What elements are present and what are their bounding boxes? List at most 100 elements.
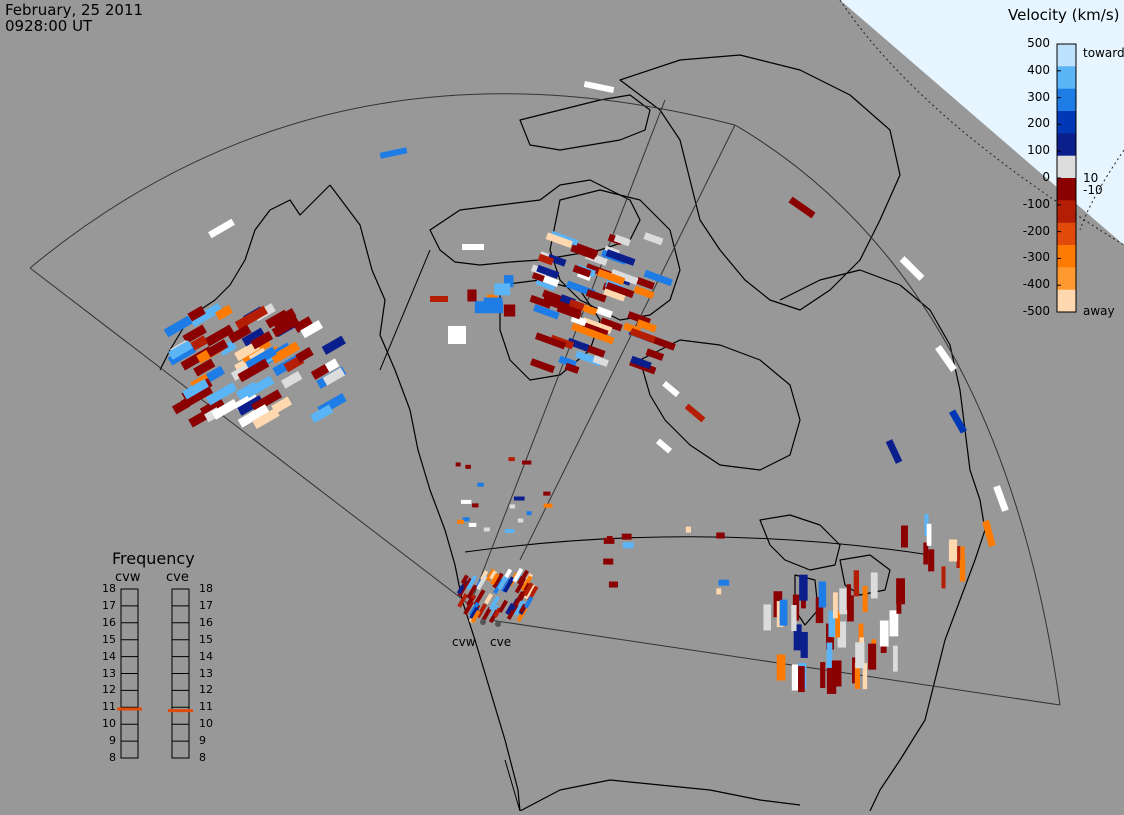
echo-cell	[462, 517, 470, 522]
echo-cell	[465, 464, 471, 469]
frequency-scale-number: 13	[199, 666, 213, 680]
echo-cell	[523, 582, 534, 597]
frequency-scale-number: 15	[199, 632, 213, 646]
echo-cell	[826, 642, 833, 669]
echo-cell	[460, 574, 469, 585]
echo-cell	[629, 328, 656, 344]
frequency-scale-number: 14	[102, 649, 116, 663]
time-label: 0928:00 UT	[5, 17, 93, 35]
echo-cell	[684, 403, 706, 423]
colorbar-tick-label: 300	[1027, 89, 1050, 104]
echo-cell	[655, 438, 673, 454]
echo-cell	[214, 304, 233, 321]
echo-cells	[163, 80, 1009, 694]
echo-cell	[870, 572, 878, 599]
echo-cell	[556, 304, 582, 320]
echo-cell	[513, 496, 525, 501]
echo-cell	[251, 389, 283, 413]
echo-cell	[685, 526, 692, 533]
colorbar-band	[1057, 222, 1076, 246]
echo-cell	[271, 396, 293, 414]
echo-cell	[470, 610, 481, 624]
echo-cell	[799, 574, 808, 601]
echo-cell	[460, 499, 472, 504]
echo-cell	[596, 306, 613, 319]
frequency-scale-number: 15	[102, 632, 116, 646]
echo-cell	[831, 660, 842, 687]
echo-cell	[583, 343, 606, 358]
frequency-scale-number: 9	[109, 734, 116, 748]
coastlines	[159, 54, 986, 812]
echo-cell	[603, 537, 615, 544]
echo-cell	[234, 305, 268, 330]
echo-cell	[630, 355, 652, 370]
echo-cell	[839, 588, 849, 615]
echo-cell	[605, 249, 636, 266]
frequency-scale-number: 11	[102, 700, 116, 714]
echo-cell	[322, 367, 346, 386]
echo-cell	[252, 407, 280, 429]
echo-cell	[833, 592, 838, 619]
colorbar-band	[1057, 155, 1076, 179]
echo-cell	[854, 662, 860, 689]
echo-cell	[477, 482, 484, 487]
echo-cell	[820, 662, 826, 689]
colorbar-band	[1057, 200, 1076, 224]
echo-cell	[605, 281, 635, 299]
echo-cell	[466, 584, 478, 600]
echo-cell	[244, 375, 275, 399]
echo-cell	[489, 570, 498, 580]
echo-cell	[497, 576, 508, 591]
echo-cell	[509, 504, 516, 509]
echo-cell	[503, 304, 516, 317]
echo-cell	[513, 599, 526, 616]
echo-cell	[182, 378, 210, 400]
frequency-scale-number: 16	[199, 615, 213, 629]
echo-cell	[852, 657, 858, 684]
echo-cell	[956, 546, 961, 569]
echo-cell	[503, 275, 514, 288]
radar-site-cve	[495, 621, 501, 627]
echo-cell	[512, 567, 524, 583]
political-boundaries	[379, 249, 931, 812]
echo-cell	[791, 664, 799, 691]
echo-cell	[948, 409, 968, 434]
echo-cell	[948, 539, 958, 562]
echo-cell	[504, 529, 515, 534]
echo-cell	[205, 365, 226, 383]
echo-cell	[295, 346, 314, 363]
echo-cell	[885, 439, 903, 464]
colorbar-tick-label: -100	[1022, 196, 1050, 211]
colorbar-inner-label-neg: -10	[1083, 183, 1103, 197]
echo-cell	[603, 558, 614, 565]
echo-cell	[494, 283, 511, 296]
echo-cell	[206, 339, 229, 358]
echo-cell	[643, 269, 673, 287]
echo-cell	[464, 577, 473, 589]
colorbar-band	[1057, 289, 1076, 313]
echo-cell	[779, 599, 788, 626]
colorbar-tick-label: -500	[1022, 304, 1050, 318]
echo-cell	[513, 591, 525, 607]
echo-cell	[572, 264, 592, 278]
echo-cell	[831, 611, 841, 638]
echo-cell	[846, 584, 852, 611]
echo-cell	[959, 559, 966, 582]
polar-cap-region	[840, 0, 1124, 245]
colorbar-toward-label: toward	[1083, 46, 1124, 60]
colorbar-tick-label: 100	[1027, 143, 1050, 158]
echo-cell	[543, 491, 551, 496]
echo-cell	[613, 234, 631, 247]
echo-cell	[858, 623, 864, 650]
echo-cell	[237, 395, 264, 416]
colorbar-tick-label: -300	[1022, 250, 1050, 265]
echo-cell	[536, 264, 560, 279]
colorbar-tick-label: -200	[1022, 223, 1050, 238]
colorbar-tick-label: 0	[1042, 170, 1050, 184]
echo-cell	[570, 244, 597, 260]
frequency-scale-number: 12	[102, 683, 116, 697]
echo-cell	[889, 610, 899, 637]
echo-cell	[516, 575, 525, 585]
colorbar-band	[1057, 44, 1076, 67]
echo-cell	[662, 380, 680, 398]
